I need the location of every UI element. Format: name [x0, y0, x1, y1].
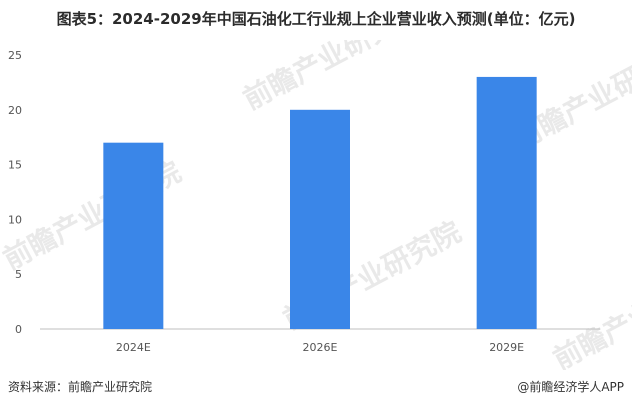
source-note: 资料来源：前瞻产业研究院: [8, 380, 153, 394]
x-tick-label: 2024E: [116, 341, 151, 354]
x-tick-label: 2026E: [303, 341, 338, 354]
y-tick-label: 0: [15, 323, 22, 336]
chart-title: 图表5：2024-2029年中国石油化工行业规上企业营业收入预测(单位：亿元): [56, 10, 576, 28]
brand-note: @前瞻经济学人APP: [517, 380, 624, 394]
watermark-text: 前瞻产业研究院: [548, 255, 632, 370]
x-tick-label: 2029E: [489, 341, 524, 354]
bar-2029E: [476, 76, 537, 329]
footer: 资料来源：前瞻产业研究院 @前瞻经济学人APP: [8, 378, 624, 395]
watermark-text: 前瞻产业研究院: [238, 40, 427, 116]
bar-2024E: [103, 142, 164, 329]
y-tick-label: 5: [15, 268, 22, 281]
bar-2026E: [290, 109, 350, 329]
y-tick-label: 20: [8, 104, 22, 117]
y-tick-label: 10: [8, 213, 22, 226]
y-tick-label: 25: [8, 49, 22, 62]
y-tick-label: 15: [8, 159, 22, 172]
chart-area: 前瞻产业研究院 前瞻产业研究院 前瞻产业研究院 前瞻产业研究院 前瞻产业研究院 0 5 10…: [0, 0, 632, 376]
